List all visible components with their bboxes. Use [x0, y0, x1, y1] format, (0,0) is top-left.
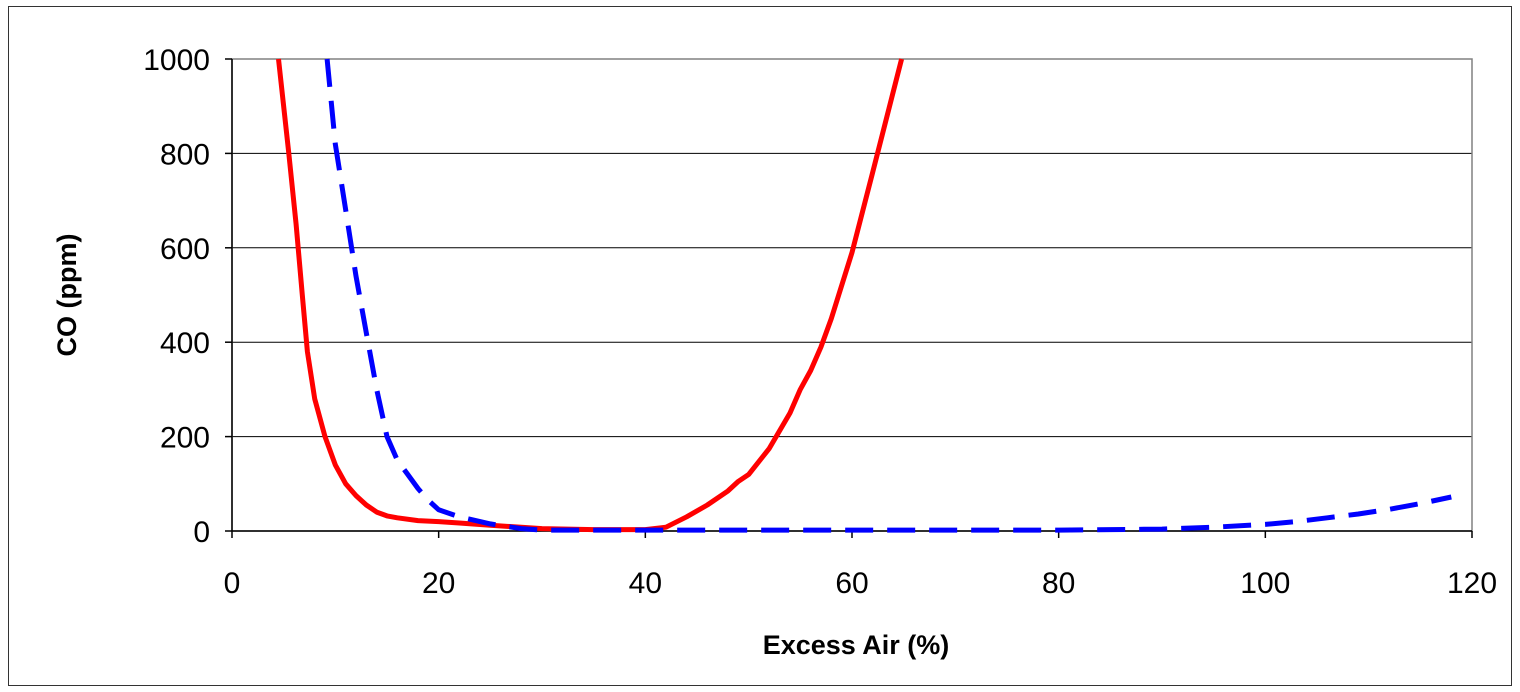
series-line-1	[276, 58, 905, 533]
y-tick-label: 800	[160, 138, 210, 171]
axes	[225, 58, 1473, 538]
series-line-2	[324, 58, 1452, 533]
plot-area	[231, 58, 1473, 532]
x-tick-label: 100	[1240, 567, 1290, 600]
y-tick-label: 600	[160, 233, 210, 266]
x-tick-label: 40	[629, 567, 662, 600]
x-tick-label: 0	[224, 567, 241, 600]
chart-area	[8, 6, 1512, 686]
y-tick-label: 200	[160, 422, 210, 455]
y-tick-label: 1000	[143, 44, 210, 77]
y-tick-label: 400	[160, 327, 210, 360]
x-tick-label: 60	[835, 567, 868, 600]
x-tick-label: 120	[1447, 567, 1497, 600]
x-tick-label: 20	[422, 567, 455, 600]
series-layer	[276, 58, 1452, 533]
x-tick-label: 80	[1042, 567, 1075, 600]
y-tick-label: 0	[193, 516, 210, 549]
x-axis-title: Excess Air (%)	[763, 630, 950, 660]
y-axis-title: CO (ppm)	[52, 234, 82, 357]
tick-labels: 0 200 400 600 800 1000 0 20 40 60 80 100 120	[143, 44, 1497, 600]
